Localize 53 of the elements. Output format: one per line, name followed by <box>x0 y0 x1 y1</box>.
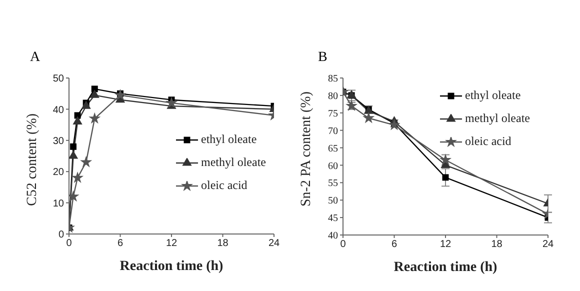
x-axis-title: Reaction time (h) <box>120 259 224 274</box>
legend-label: methyl oleate <box>465 111 530 126</box>
legend-label: ethyl oleate <box>465 88 521 103</box>
y-tick-label: 70 <box>328 126 338 137</box>
y-tick-label: 65 <box>328 143 338 154</box>
x-tick-label: 24 <box>542 239 554 250</box>
point <box>72 172 84 183</box>
y-tick-label: 10 <box>52 198 64 210</box>
chart-title: B <box>318 50 328 66</box>
y-tick-label: 0 <box>58 230 64 241</box>
y-axis-title: C52 content (%) <box>24 113 40 206</box>
y-tick-label: 45 <box>328 213 338 224</box>
y-tick-label: 20 <box>52 167 64 178</box>
chart-title: A <box>30 50 40 66</box>
y-tick-label: 75 <box>328 108 338 120</box>
point <box>114 88 126 100</box>
x-axis-title: Reaction time (h) <box>394 260 498 275</box>
y-tick-label: 30 <box>52 136 64 147</box>
y-tick-label: 85 <box>328 74 338 85</box>
x-tick-label: 6 <box>117 238 124 250</box>
point <box>91 86 98 92</box>
y-tick-label: 60 <box>328 160 338 172</box>
y-tick-label: 40 <box>328 230 338 242</box>
x-tick-label: 18 <box>491 239 503 250</box>
point <box>165 96 178 108</box>
legend-label: oleic acid <box>201 178 248 193</box>
point <box>70 143 77 150</box>
y-tick-label: 50 <box>52 74 64 85</box>
legend-label: oleic acid <box>465 134 512 149</box>
point <box>80 156 92 168</box>
point <box>90 90 100 98</box>
y-tick-label: 55 <box>328 178 338 190</box>
y-tick-label: 80 <box>328 90 338 102</box>
point <box>346 90 356 98</box>
x-tick-label: 24 <box>268 238 280 250</box>
x-tick-label: 0 <box>66 238 72 250</box>
point <box>88 112 101 124</box>
point <box>81 100 91 109</box>
x-tick-label: 6 <box>391 239 398 250</box>
y-tick-label: 40 <box>52 104 64 116</box>
point <box>74 112 81 119</box>
x-tick-label: 12 <box>166 238 178 250</box>
point <box>442 174 449 181</box>
y-axis-title: Sn-2 PA content (%) <box>298 91 314 206</box>
legend-label: methyl oleate <box>201 155 266 170</box>
x-tick-label: 12 <box>440 239 452 250</box>
point <box>69 150 78 159</box>
x-tick-label: 0 <box>340 239 346 250</box>
legend-label: ethyl oleate <box>201 132 257 147</box>
point <box>72 116 82 124</box>
point <box>362 112 375 124</box>
x-tick-label: 18 <box>217 238 229 250</box>
y-tick-label: 50 <box>328 196 338 207</box>
